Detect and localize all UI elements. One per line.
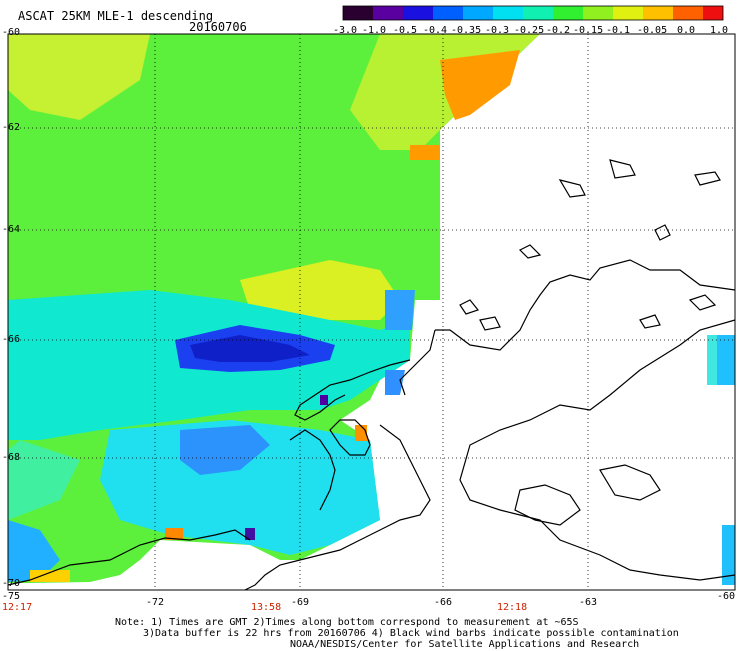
colorbar-label: 1.0 — [710, 25, 729, 36]
graticule — [8, 34, 735, 590]
time-label: 12:17 — [2, 602, 33, 613]
lon-label: -63 — [579, 597, 598, 608]
note-line-2: 3)Data buffer is 22 hrs from 20160706 4)… — [143, 628, 679, 639]
map-frame — [7, 33, 736, 591]
colorbar-seg-1 — [373, 6, 403, 20]
colorbar-seg-4 — [463, 6, 493, 20]
data-field — [8, 34, 735, 585]
lon-label: -60 — [717, 591, 736, 602]
colorbar-label: -0.4 — [423, 25, 448, 36]
colorbar-label: -0.3 — [485, 25, 510, 36]
colorbar-label: -0.05 — [637, 25, 668, 36]
colorbar-seg-12 — [703, 6, 723, 20]
colorbar-seg-3 — [433, 6, 463, 20]
note-line-1: Note: 1) Times are GMT 2)Times along bot… — [115, 617, 579, 628]
time-label: 13:58 — [251, 602, 282, 613]
colorbar-label: -0.25 — [514, 25, 545, 36]
colorbar-label: -1.0 — [362, 25, 387, 36]
product-title: ASCAT 25KM MLE-1 descending — [18, 9, 214, 23]
time-label: 12:18 — [497, 602, 528, 613]
colorbar-seg-6 — [523, 6, 553, 20]
lon-label: -69 — [291, 597, 310, 608]
colorbar-seg-5 — [493, 6, 523, 20]
note-line-3: NOAA/NESDIS/Center for Satellite Applica… — [290, 639, 640, 650]
colorbar-seg-11 — [673, 6, 703, 20]
colorbar-label: 0.0 — [677, 25, 696, 36]
colorbar-seg-7 — [553, 6, 583, 20]
lon-label: -66 — [434, 597, 453, 608]
lat-label: -70 — [2, 578, 21, 589]
coastline — [7, 159, 736, 591]
colorbar-label: -0.1 — [606, 25, 631, 36]
colorbar-seg-10 — [643, 6, 673, 20]
colorbar-seg-2 — [403, 6, 433, 20]
lat-label: -64 — [2, 224, 21, 235]
colorbar-label: -0.2 — [546, 25, 571, 36]
colorbar-label: -0.35 — [451, 25, 482, 36]
colorbar-label: -3.0 — [333, 25, 358, 36]
colorbar-seg-8 — [583, 6, 613, 20]
lat-label: -68 — [2, 452, 21, 463]
lat-label: -66 — [2, 334, 21, 345]
colorbar-label: -0.5 — [393, 25, 418, 36]
colorbar — [342, 5, 724, 21]
colorbar-seg-9 — [613, 6, 643, 20]
lon-label: -75 — [2, 591, 21, 602]
lat-label: -60 — [2, 27, 21, 38]
date-label: 20160706 — [189, 20, 247, 34]
lon-label: -72 — [146, 597, 165, 608]
colorbar-seg-0 — [343, 6, 373, 20]
lat-label: -62 — [2, 122, 21, 133]
colorbar-label: -0.15 — [573, 25, 604, 36]
